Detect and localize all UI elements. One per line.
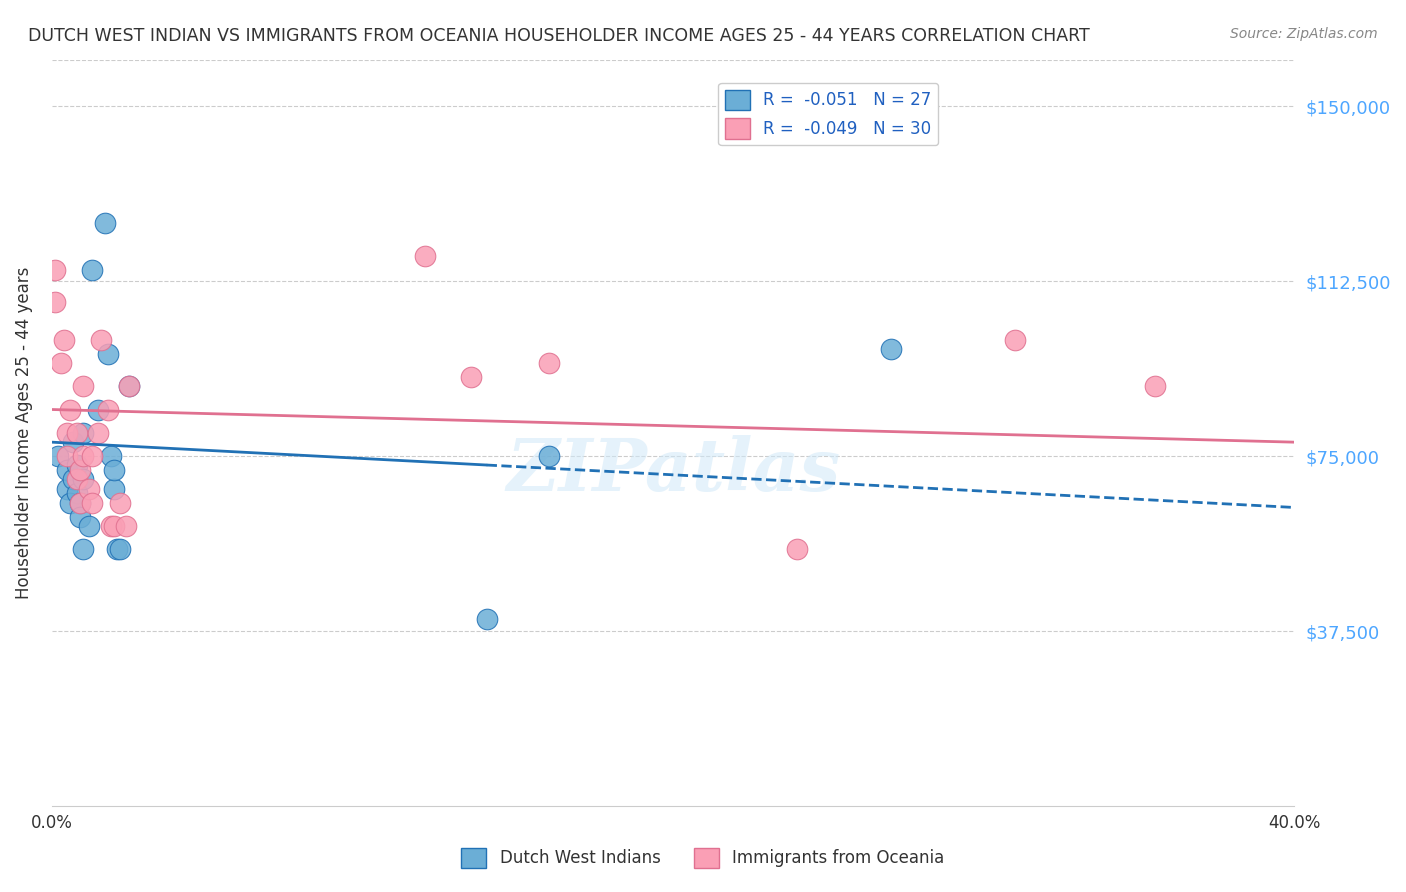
Point <box>69 509 91 524</box>
Point <box>1143 379 1166 393</box>
Point <box>53 333 76 347</box>
Point <box>537 356 560 370</box>
Point <box>1004 333 1026 347</box>
Point <box>108 496 131 510</box>
Point <box>72 542 94 557</box>
Point <box>56 482 79 496</box>
Point <box>87 402 110 417</box>
Point <box>105 542 128 557</box>
Point <box>82 262 104 277</box>
Legend: R =  -0.051   N = 27, R =  -0.049   N = 30: R = -0.051 N = 27, R = -0.049 N = 30 <box>718 83 938 145</box>
Point <box>103 463 125 477</box>
Point <box>65 486 87 500</box>
Point <box>44 262 66 277</box>
Legend: Dutch West Indians, Immigrants from Oceania: Dutch West Indians, Immigrants from Ocea… <box>454 841 952 875</box>
Point <box>72 473 94 487</box>
Point <box>56 463 79 477</box>
Point <box>72 449 94 463</box>
Point <box>475 612 498 626</box>
Point <box>87 425 110 440</box>
Point <box>72 379 94 393</box>
Point <box>537 449 560 463</box>
Text: DUTCH WEST INDIAN VS IMMIGRANTS FROM OCEANIA HOUSEHOLDER INCOME AGES 25 - 44 YEA: DUTCH WEST INDIAN VS IMMIGRANTS FROM OCE… <box>28 27 1090 45</box>
Point <box>103 519 125 533</box>
Point <box>100 519 122 533</box>
Point <box>59 496 82 510</box>
Point <box>108 542 131 557</box>
Point <box>97 346 120 360</box>
Text: ZIPatlas: ZIPatlas <box>506 434 841 506</box>
Point <box>100 449 122 463</box>
Point <box>56 449 79 463</box>
Point <box>413 248 436 262</box>
Point <box>77 519 100 533</box>
Point <box>65 458 87 473</box>
Point <box>62 473 84 487</box>
Point <box>69 496 91 510</box>
Point <box>118 379 141 393</box>
Point <box>65 425 87 440</box>
Point <box>77 482 100 496</box>
Point <box>69 496 91 510</box>
Point <box>115 519 138 533</box>
Point <box>56 425 79 440</box>
Point <box>460 369 482 384</box>
Point <box>62 435 84 450</box>
Point <box>90 333 112 347</box>
Point <box>82 449 104 463</box>
Point <box>103 482 125 496</box>
Text: Source: ZipAtlas.com: Source: ZipAtlas.com <box>1230 27 1378 41</box>
Point <box>72 425 94 440</box>
Point <box>59 402 82 417</box>
Point <box>879 342 901 356</box>
Point <box>786 542 808 557</box>
Point <box>118 379 141 393</box>
Point <box>69 463 91 477</box>
Point <box>65 473 87 487</box>
Point <box>44 295 66 310</box>
Point <box>82 496 104 510</box>
Point <box>97 402 120 417</box>
Point <box>93 216 115 230</box>
Point <box>49 356 72 370</box>
Point <box>46 449 69 463</box>
Y-axis label: Householder Income Ages 25 - 44 years: Householder Income Ages 25 - 44 years <box>15 267 32 599</box>
